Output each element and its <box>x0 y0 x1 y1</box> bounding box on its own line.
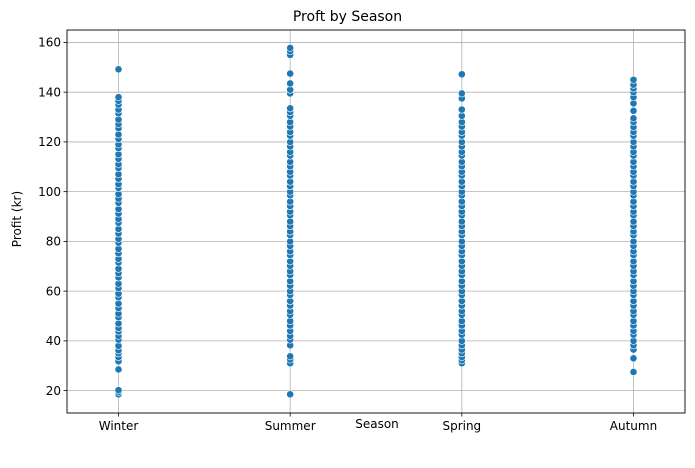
y-tick-label: 100 <box>38 185 61 199</box>
data-point <box>286 390 295 399</box>
data-point <box>286 352 295 361</box>
y-tick-label: 160 <box>38 36 61 50</box>
data-point <box>286 44 295 52</box>
y-axis-label: Profit (kr) <box>10 191 24 247</box>
x-tick-label: Summer <box>265 419 316 433</box>
x-axis-label: Season <box>355 417 399 431</box>
plot-frame <box>66 29 686 414</box>
y-tick-label: 60 <box>46 284 61 298</box>
data-point <box>114 386 123 395</box>
data-point <box>286 104 295 113</box>
data-point <box>114 365 123 374</box>
data-point <box>286 79 295 88</box>
chart-title: Proft by Season <box>293 9 402 25</box>
x-axis-ticks: Winter Summer Spring Autumn <box>99 413 657 433</box>
y-tick-label: 120 <box>38 135 61 149</box>
data-point <box>629 75 638 84</box>
y-tick-label: 20 <box>46 384 61 398</box>
y-axis-ticks: 20 40 60 80 100 120 140 160 <box>38 36 67 398</box>
y-tick-label: 140 <box>38 85 61 99</box>
x-tick-label: Autumn <box>610 419 657 433</box>
data-point <box>114 65 123 74</box>
y-tick-label: 40 <box>46 334 61 348</box>
y-tick-label: 80 <box>46 235 61 249</box>
data-point <box>629 114 638 123</box>
data-point <box>457 89 466 98</box>
data-point <box>114 93 123 102</box>
x-tick-label: Spring <box>442 419 481 433</box>
x-tick-label: Winter <box>99 419 139 433</box>
data-point <box>629 106 638 115</box>
data-point <box>457 105 466 114</box>
data-point <box>629 368 638 376</box>
data-points <box>114 44 638 399</box>
data-point <box>457 70 466 79</box>
data-point <box>629 354 638 363</box>
data-point <box>286 69 295 78</box>
